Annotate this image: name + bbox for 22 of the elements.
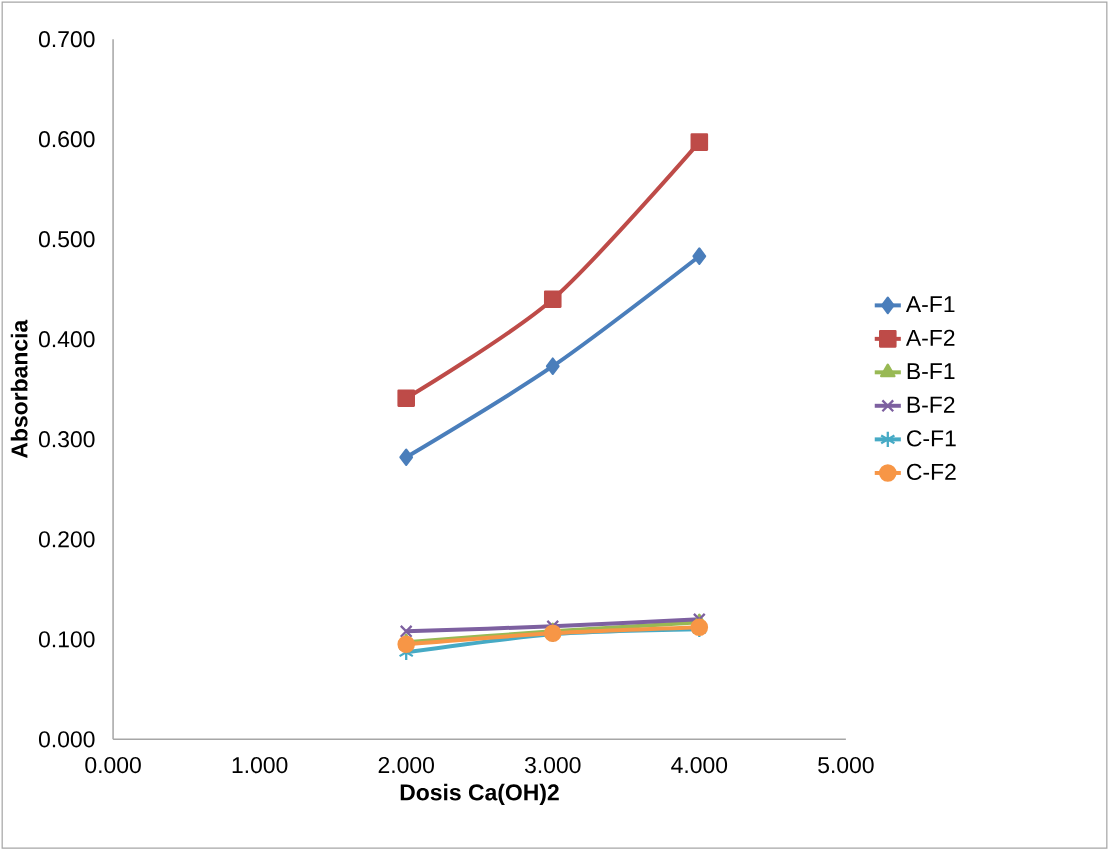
- y-tick-label: 0.700: [38, 30, 95, 48]
- x-tick-label: 5.000: [818, 756, 874, 774]
- legend-label: B-F1: [907, 363, 955, 379]
- y-tick-label: 0.100: [38, 631, 95, 648]
- legend-label: C-F2: [907, 463, 956, 480]
- y-tick-label: 0.500: [38, 230, 95, 248]
- legend-label: B-F2: [907, 396, 955, 413]
- x-tick-label: 2.000: [378, 756, 434, 774]
- y-tick-label: 0.300: [38, 431, 95, 448]
- y-axis-title: Absorbancia: [10, 319, 28, 458]
- legend-label: A-F2: [905, 329, 955, 346]
- x-tick-label: 1.000: [232, 756, 288, 774]
- y-tick-label: 0.200: [38, 531, 95, 548]
- y-tick-label: 0.400: [38, 330, 95, 348]
- y-tick-label: 0.000: [38, 731, 95, 748]
- x-axis-title: Dosis Ca(OH)2: [400, 783, 559, 805]
- legend-label: C-F1: [907, 430, 956, 447]
- x-tick-label: 4.000: [671, 756, 728, 774]
- x-tick-label: 0.000: [85, 756, 141, 774]
- legend-label: A-F1: [905, 296, 955, 313]
- y-tick-label: 0.600: [38, 130, 95, 148]
- x-tick-label: 3.000: [524, 756, 581, 774]
